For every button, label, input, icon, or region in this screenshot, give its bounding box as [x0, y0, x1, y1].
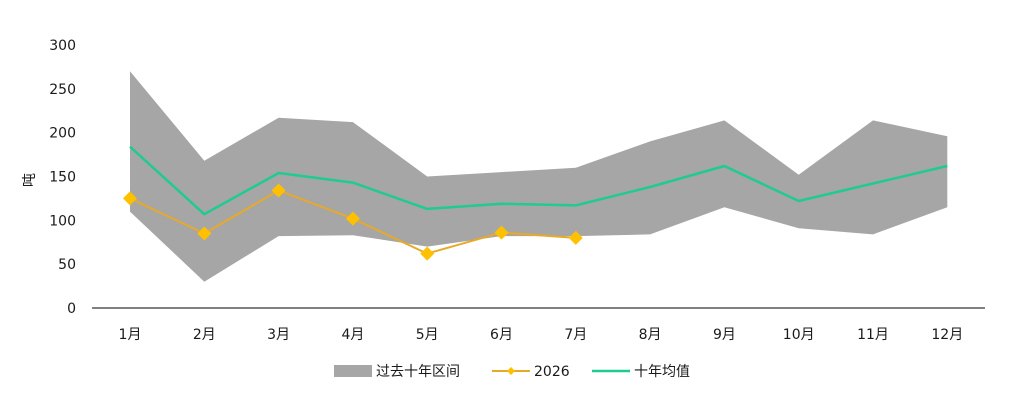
data-point-2026: [494, 225, 509, 240]
y-axis-label: 吨: [22, 173, 38, 187]
x-tick-label: 12月: [931, 327, 963, 343]
series-line-ten-year-average: [129, 145, 948, 216]
y-tick-label: 250: [49, 82, 76, 98]
x-tick-label: 8月: [639, 327, 662, 343]
y-tick-label: 100: [49, 213, 76, 229]
x-tick-label: 5月: [416, 327, 439, 343]
y-tick-label: 50: [58, 257, 76, 273]
x-tick-label: 10月: [783, 327, 815, 343]
legend-2026-marker: [507, 367, 515, 375]
y-tick-label: 0: [67, 301, 76, 317]
y-tick-label: 300: [49, 38, 76, 54]
legend-2026-label: 2026: [534, 364, 570, 380]
x-axis-ticks: 1月 2月 3月 4月 5月 6月 7月 8月 9月 10月 11月 12月: [119, 327, 964, 343]
x-tick-label: 11月: [857, 327, 889, 343]
data-point-2026: [123, 191, 137, 206]
x-tick-label: 3月: [267, 327, 290, 343]
x-tick-label: 1月: [119, 327, 142, 343]
y-tick-label: 150: [49, 170, 76, 186]
x-tick-label: 9月: [713, 327, 736, 343]
legend-band-label: 过去十年区间: [376, 364, 460, 380]
x-tick-label: 7月: [564, 327, 587, 343]
data-point-2026: [271, 183, 286, 198]
legend-avg-label: 十年均值: [634, 364, 690, 380]
data-point-2026: [197, 226, 212, 241]
range-band-area: [130, 71, 948, 282]
x-tick-label: 2月: [193, 327, 216, 343]
y-axis-ticks: 0 50 100 150 200 250 300: [49, 38, 76, 317]
plot-area: [123, 71, 948, 282]
y-tick-label: 200: [49, 126, 76, 142]
data-point-2026: [345, 211, 360, 226]
legend-band-swatch: [334, 365, 372, 377]
x-tick-label: 6月: [490, 327, 513, 343]
data-point-2026: [568, 230, 583, 245]
data-point-2026: [420, 246, 435, 261]
legend: 过去十年区间 2026 十年均值: [334, 364, 690, 380]
x-tick-label: 4月: [341, 327, 364, 343]
